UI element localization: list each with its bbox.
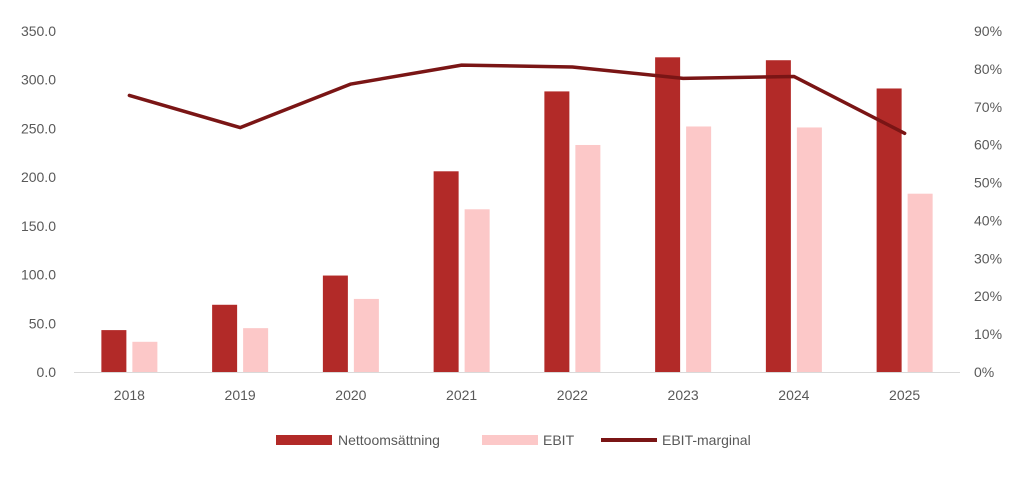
legend-label-ebit-marginal: EBIT-marginal [662,432,751,448]
bar-ebit [243,328,269,372]
legend-label-nettooms-ttning: Nettoomsättning [338,432,440,448]
bar-nettooms-ttning [544,91,570,373]
y-left-tick-label: 350.0 [21,23,56,39]
bar-ebit [132,341,158,372]
bar-nettooms-ttning [655,57,681,372]
x-tick-label: 2022 [557,387,588,403]
y-left-tick-label: 300.0 [21,72,56,88]
y-left-tick-label: 100.0 [21,267,56,283]
bar-ebit [796,127,822,372]
line-ebit-marginal [127,63,907,136]
y-right-tick-label: 90% [974,23,1002,39]
bar-nettooms-ttning [765,60,791,372]
bar-ebit [353,298,379,372]
bar-nettooms-ttning [876,88,902,373]
y-right-tick-label: 60% [974,137,1002,153]
y-left-tick-label: 50.0 [29,315,56,331]
y-right-tick-label: 80% [974,61,1002,77]
y-right-tick-label: 40% [974,212,1002,228]
y-left-tick-label: 200.0 [21,169,56,185]
bar-nettooms-ttning [433,171,459,372]
x-tick-label: 2025 [889,387,920,403]
y-left-tick-label: 0.0 [37,364,57,380]
y-left-tick-label: 150.0 [21,218,56,234]
legend-label-ebit: EBIT [543,432,575,448]
x-tick-label: 2020 [335,387,366,403]
x-tick-label: 2024 [778,387,809,403]
y-right-tick-label: 10% [974,326,1002,342]
bar-ebit [464,209,490,372]
bar-ebit [686,126,712,372]
bar-nettooms-ttning [101,330,127,372]
y-right-tick-label: 70% [974,99,1002,115]
legend-swatch-nettooms-ttning [276,435,332,445]
x-tick-label: 2018 [114,387,145,403]
bar-nettooms-ttning [212,304,238,372]
bar-ebit [907,193,933,372]
y-right-tick-label: 30% [974,250,1002,266]
x-tick-label: 2019 [225,387,256,403]
x-tick-label: 2021 [446,387,477,403]
x-tick-label: 2023 [668,387,699,403]
bar-ebit [575,144,601,372]
bar-nettooms-ttning [322,275,348,372]
y-right-tick-label: 50% [974,175,1002,191]
y-left-tick-label: 250.0 [21,120,56,136]
legend-swatch-ebit [482,435,538,445]
y-right-tick-label: 0% [974,364,994,380]
y-right-tick-label: 20% [974,288,1002,304]
